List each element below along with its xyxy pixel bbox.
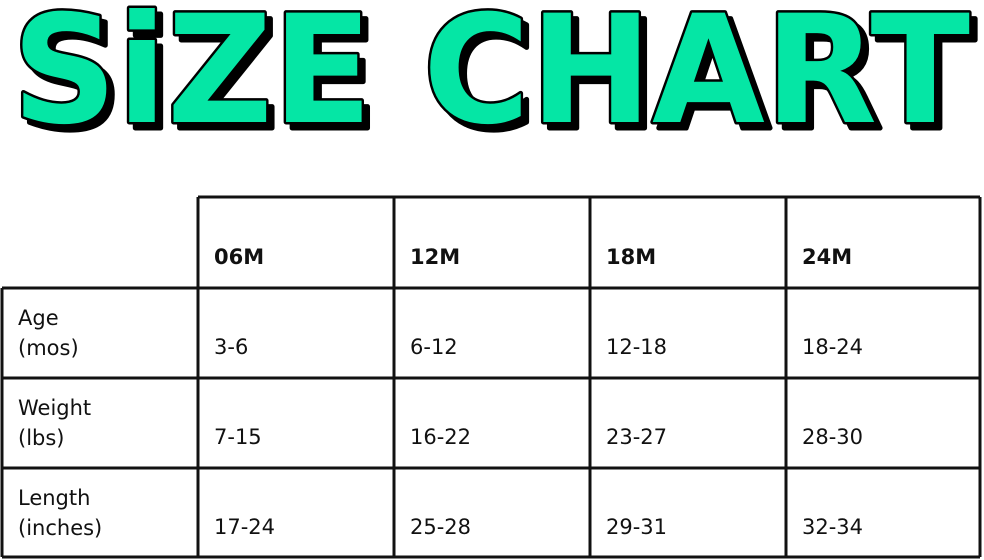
row-label: Age bbox=[18, 306, 59, 330]
table-cell: 32-34 bbox=[802, 515, 864, 539]
column-header: 06M bbox=[214, 245, 265, 269]
size-chart-title: SiZE CHART bbox=[10, 0, 973, 161]
column-header: 24M bbox=[802, 245, 853, 269]
table-cell: 3-6 bbox=[214, 335, 249, 359]
table-cell: 7-15 bbox=[214, 425, 262, 449]
title-text: SiZE CHART bbox=[12, 0, 970, 158]
row-label: Weight bbox=[18, 396, 92, 420]
column-header: 12M bbox=[410, 245, 461, 269]
row-label: Length bbox=[18, 486, 91, 510]
table-cell: 23-27 bbox=[606, 425, 668, 449]
table-cell: 16-22 bbox=[410, 425, 472, 449]
table-cell: 6-12 bbox=[410, 335, 458, 359]
table-cell: 17-24 bbox=[214, 515, 276, 539]
row-label-unit: (mos) bbox=[18, 336, 79, 360]
table-cell: 28-30 bbox=[802, 425, 864, 449]
row-label-unit: (inches) bbox=[18, 516, 103, 540]
table-cell: 18-24 bbox=[802, 335, 864, 359]
row-label-unit: (lbs) bbox=[18, 426, 65, 450]
table-cell: 12-18 bbox=[606, 335, 668, 359]
column-header: 18M bbox=[606, 245, 657, 269]
table-cell: 29-31 bbox=[606, 515, 668, 539]
table-cell: 25-28 bbox=[410, 515, 472, 539]
